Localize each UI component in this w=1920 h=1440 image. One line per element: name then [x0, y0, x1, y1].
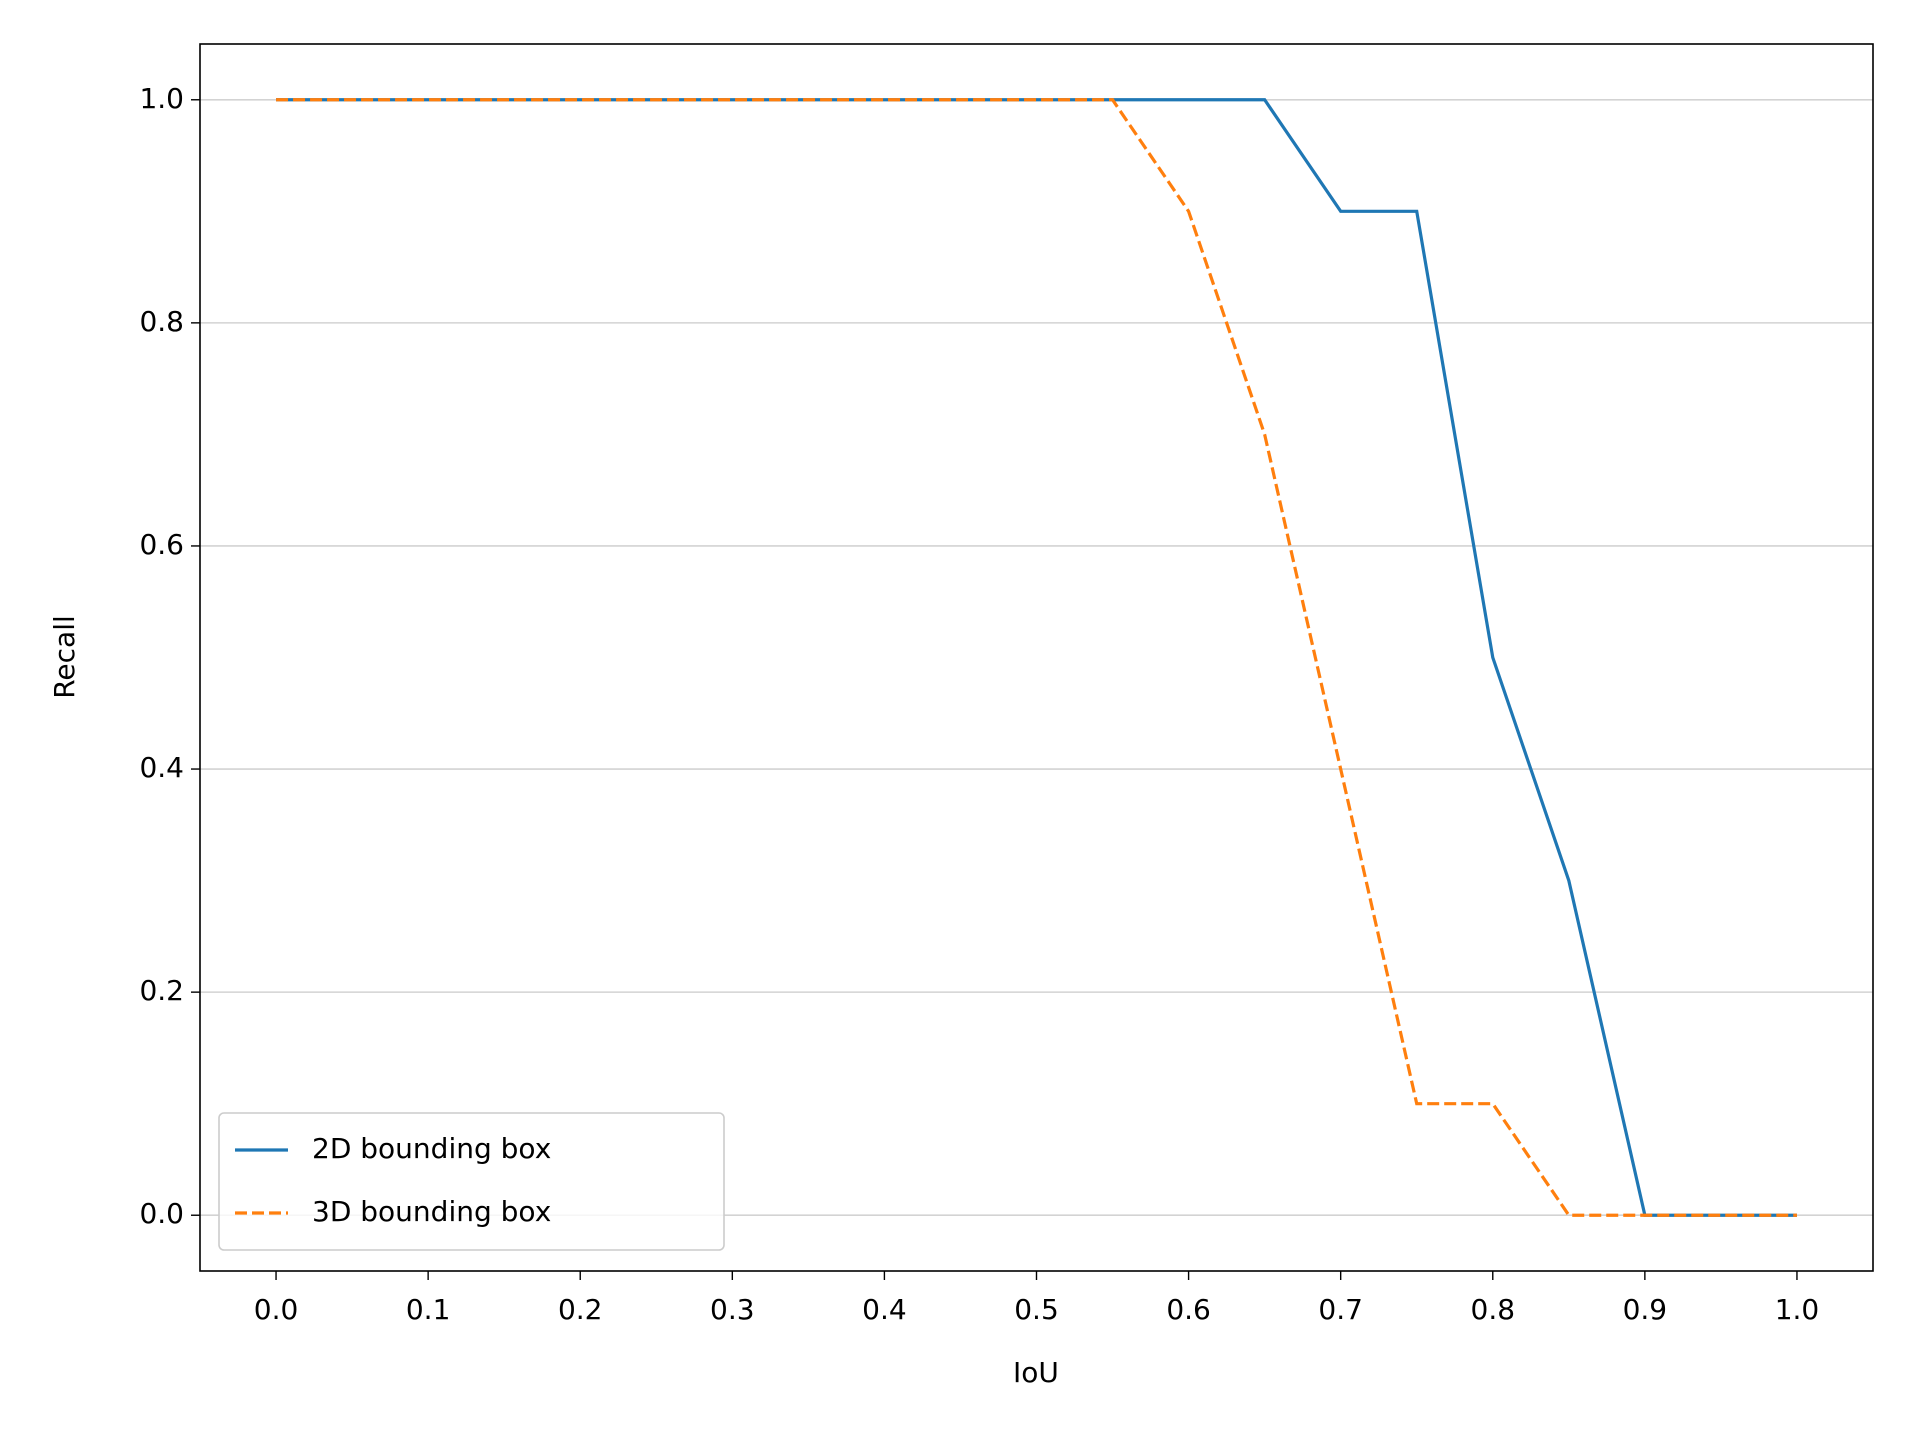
data-line [276, 98, 1797, 1217]
legend-label: 2D bounding box [312, 1132, 551, 1165]
x-tick-label: 0.4 [862, 1293, 907, 1326]
y-tick-label: 0.0 [139, 1197, 184, 1230]
legend: 2D bounding box 3D bounding box [218, 1112, 725, 1251]
x-axis-label: IoU [1013, 1356, 1059, 1389]
legend-box [218, 1112, 725, 1251]
x-tick-label: 0.7 [1318, 1293, 1363, 1326]
y-tick-label: 0.2 [139, 974, 184, 1007]
y-axis-label: Recall [48, 615, 81, 699]
y-tick-label: 0.6 [139, 528, 184, 561]
x-tick-label: 0.2 [558, 1293, 603, 1326]
y-tick-label: 0.4 [139, 751, 184, 784]
y-tick-label: 0.8 [139, 305, 184, 338]
legend-label: 3D bounding box [312, 1195, 551, 1228]
y-tick-label: 1.0 [139, 82, 184, 115]
x-tick-label: 1.0 [1775, 1293, 1820, 1326]
plot-frame [199, 43, 1874, 1272]
x-tick-label: 0.5 [1014, 1293, 1059, 1326]
data-line [276, 98, 1797, 1217]
x-tick-label: 0.9 [1623, 1293, 1668, 1326]
x-tick-label: 0.6 [1166, 1293, 1211, 1326]
x-tick-label: 0.0 [254, 1293, 299, 1326]
x-tick-label: 0.1 [406, 1293, 451, 1326]
x-tick-label: 0.8 [1471, 1293, 1516, 1326]
x-tick-label: 0.3 [710, 1293, 755, 1326]
